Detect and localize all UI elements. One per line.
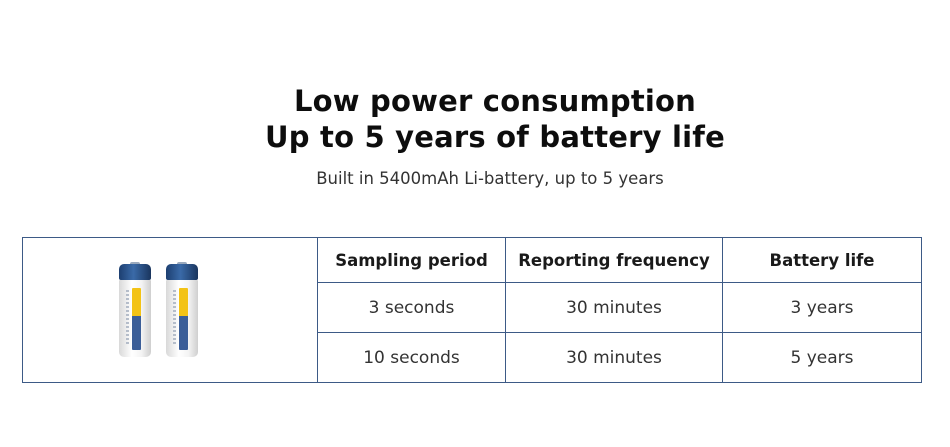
header-reporting-frequency: Reporting frequency [505, 237, 723, 283]
subtitle: Built in 5400mAh Li-battery, up to 5 yea… [316, 169, 664, 188]
table-header-row: Sampling period Reporting frequency Batt… [22, 237, 922, 383]
battery-spec-table: Sampling period Reporting frequency Batt… [22, 237, 922, 383]
headline-line-2: Up to 5 years of battery life [265, 120, 725, 154]
cell-reporting-frequency: 30 minutes [505, 282, 723, 333]
table-row: 3 seconds 30 minutes 3 years [23, 282, 922, 333]
battery-image-cell [22, 237, 318, 383]
cell-battery-life: 5 years [722, 332, 922, 383]
header-sampling-period: Sampling period [317, 237, 506, 283]
cell-battery-life: 3 years [722, 282, 922, 333]
battery-icon [119, 262, 151, 359]
header-battery-life: Battery life [722, 237, 922, 283]
battery-icon [166, 262, 198, 359]
table-row: 10 seconds 30 minutes 5 years [23, 332, 922, 383]
battery-image [119, 262, 199, 362]
cell-sampling-period: 10 seconds [317, 332, 506, 383]
headline-line-1: Low power consumption [293, 84, 697, 118]
cell-reporting-frequency: 30 minutes [505, 332, 723, 383]
cell-sampling-period: 3 seconds [317, 282, 506, 333]
